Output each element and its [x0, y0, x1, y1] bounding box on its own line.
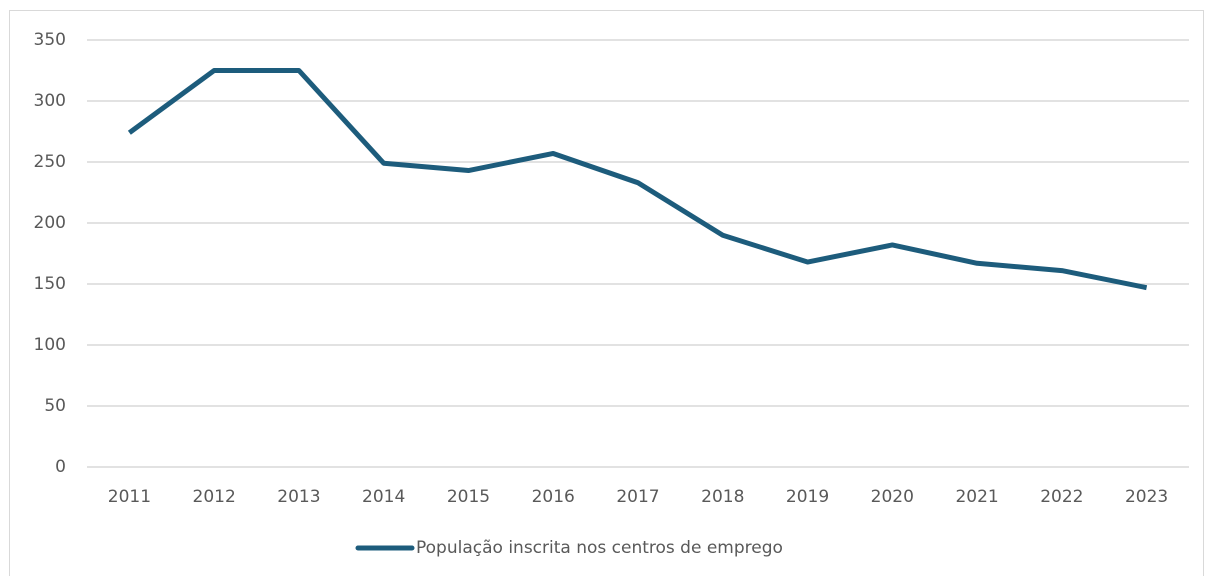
y-tick-label: 250	[34, 152, 66, 172]
y-tick-label: 350	[34, 30, 66, 50]
x-tick-label: 2013	[277, 487, 320, 507]
x-tick-label: 2012	[193, 487, 236, 507]
x-tick-label: 2014	[362, 487, 405, 507]
x-tick-label: 2021	[955, 487, 998, 507]
x-tick-label: 2020	[871, 487, 914, 507]
y-tick-label: 0	[55, 457, 66, 477]
x-tick-label: 2017	[616, 487, 659, 507]
x-tick-label: 2019	[786, 487, 829, 507]
x-tick-label: 2011	[108, 487, 151, 507]
chart-border	[9, 10, 1204, 576]
x-tick-label: 2016	[532, 487, 575, 507]
y-tick-label: 300	[34, 91, 66, 111]
x-tick-label: 2023	[1125, 487, 1168, 507]
x-tick-label: 2015	[447, 487, 490, 507]
y-tick-label: 100	[34, 335, 66, 355]
y-tick-label: 150	[34, 274, 66, 294]
x-tick-label: 2022	[1040, 487, 1083, 507]
y-tick-label: 200	[34, 213, 66, 233]
legend-label: População inscrita nos centros de empreg…	[416, 538, 783, 558]
line-series	[127, 68, 1148, 291]
y-tick-label: 50	[44, 396, 66, 416]
x-tick-label: 2018	[701, 487, 744, 507]
